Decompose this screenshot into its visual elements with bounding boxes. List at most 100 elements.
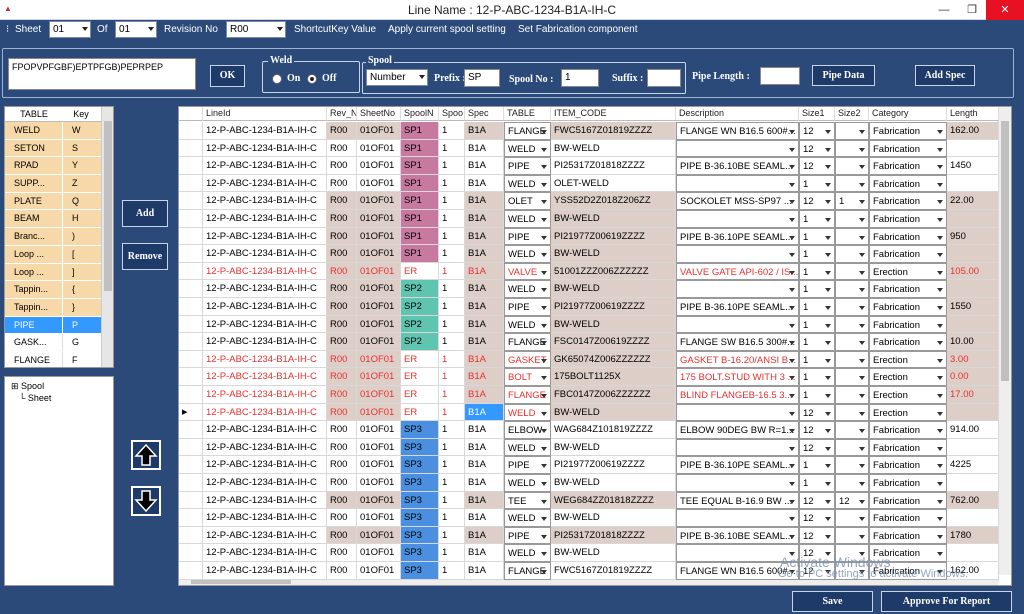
add-spec-button[interactable]: Add Spec <box>915 65 975 86</box>
cell-rev[interactable]: R00 <box>327 245 357 263</box>
cell-size1[interactable]: 1 <box>799 386 835 404</box>
cell-spool[interactable]: 1 <box>439 544 465 562</box>
cell-rev[interactable]: R00 <box>327 526 357 545</box>
cell-size1[interactable]: 12 <box>799 192 835 210</box>
cell-size2[interactable] <box>835 139 869 158</box>
key-table-row[interactable]: Branc...) <box>5 228 113 246</box>
cell-rev[interactable]: R00 <box>327 386 357 404</box>
cell-size1[interactable]: 12 <box>799 421 835 439</box>
key-table-row[interactable]: PLATE Q <box>5 192 113 211</box>
cell-sheetno[interactable]: 01OF01 <box>357 245 401 263</box>
revision-select[interactable]: R00 <box>226 21 286 38</box>
cell-sheetno[interactable]: 01OF01 <box>357 139 401 158</box>
col-header-size1[interactable]: Size1 <box>799 107 835 121</box>
row-header[interactable] <box>179 491 203 510</box>
cell-description[interactable]: ELBOW 90DEG BW R=1... <box>676 421 799 439</box>
cell-lineid[interactable]: 12-P-ABC-1234-B1A-IH-C <box>203 192 327 210</box>
col-header-spoolno[interactable]: SpoolN <box>401 107 439 121</box>
cell-spool[interactable]: 1 <box>439 227 465 246</box>
row-header[interactable] <box>179 227 203 246</box>
cell-table[interactable]: WELD <box>504 403 551 422</box>
cell-category[interactable]: Fabrication <box>869 192 947 210</box>
cell-description[interactable] <box>676 139 799 158</box>
cell-size2[interactable]: 12 <box>835 491 869 510</box>
cell-category[interactable]: Fabrication <box>869 122 947 140</box>
cell-table[interactable]: WELD <box>504 174 551 193</box>
cell-size2[interactable] <box>835 298 869 316</box>
cell-size2[interactable] <box>835 421 869 439</box>
cell-rev[interactable]: R00 <box>327 544 357 562</box>
row-header[interactable] <box>179 562 203 580</box>
cell-spec[interactable]: B1A <box>465 350 504 369</box>
cell-spec[interactable]: B1A <box>465 122 504 140</box>
row-header[interactable] <box>179 315 203 334</box>
move-up-button[interactable] <box>131 440 161 470</box>
cell-spool[interactable]: 1 <box>439 298 465 316</box>
cell-length[interactable]: 1780 <box>947 526 999 545</box>
cell-spec[interactable]: B1A <box>465 227 504 246</box>
cell-category[interactable]: Fabrication <box>869 139 947 158</box>
shortcut-text-area[interactable]: FPOPVPFGBF)EPTPFGB)PEPRPEP <box>8 58 196 90</box>
row-header[interactable] <box>179 456 203 474</box>
cell-length[interactable] <box>947 438 999 457</box>
cell-rev[interactable]: R00 <box>327 333 357 351</box>
cell-description[interactable]: PIPE B-36.10PE SEAML... <box>676 456 799 474</box>
cell-sheetno[interactable]: 01OF01 <box>357 421 401 439</box>
cell-lineid[interactable]: 12-P-ABC-1234-B1A-IH-C <box>203 280 327 298</box>
cell-spool[interactable]: 1 <box>439 174 465 193</box>
row-header[interactable] <box>179 368 203 386</box>
row-header[interactable] <box>179 157 203 175</box>
cell-spoolno[interactable]: SP1 <box>401 157 439 175</box>
cell-size1[interactable]: 1 <box>799 174 835 193</box>
key-table-row[interactable]: SUPP... Z <box>5 175 113 193</box>
cell-sheetno[interactable]: 01OF01 <box>357 403 401 422</box>
cell-size1[interactable]: 12 <box>799 562 835 580</box>
cell-item-code[interactable]: BW-WELD <box>551 438 676 457</box>
cell-table[interactable]: PIPE <box>504 298 551 316</box>
cell-length[interactable] <box>947 315 999 334</box>
cell-spec[interactable]: B1A <box>465 368 504 386</box>
cell-lineid[interactable]: 12-P-ABC-1234-B1A-IH-C <box>203 474 327 492</box>
cell-rev[interactable]: R00 <box>327 210 357 228</box>
cell-spool[interactable]: 1 <box>439 315 465 334</box>
cell-length[interactable]: 162.00 <box>947 122 999 140</box>
cell-sheetno[interactable]: 01OF01 <box>357 315 401 334</box>
cell-rev[interactable]: R00 <box>327 562 357 580</box>
cell-item-code[interactable]: BW-WELD <box>551 509 676 527</box>
cell-lineid[interactable]: 12-P-ABC-1234-B1A-IH-C <box>203 227 327 246</box>
cell-lineid[interactable]: 12-P-ABC-1234-B1A-IH-C <box>203 262 327 281</box>
key-table-row[interactable]: GASK... G <box>5 334 113 352</box>
cell-table[interactable]: ELBOW <box>504 421 551 439</box>
cell-category[interactable]: Fabrication <box>869 280 947 298</box>
cell-table[interactable]: WELD <box>504 438 551 457</box>
cell-spool[interactable]: 1 <box>439 157 465 175</box>
cell-lineid[interactable]: 12-P-ABC-1234-B1A-IH-C <box>203 315 327 334</box>
row-header[interactable] <box>179 298 203 316</box>
cell-lineid[interactable]: 12-P-ABC-1234-B1A-IH-C <box>203 298 327 316</box>
cell-item-code[interactable]: BW-WELD <box>551 139 676 158</box>
cell-length[interactable]: 4225 <box>947 456 999 474</box>
cell-description[interactable] <box>676 174 799 193</box>
cell-length[interactable]: 0.00 <box>947 368 999 386</box>
row-header[interactable] <box>179 139 203 158</box>
cell-rev[interactable]: R00 <box>327 438 357 457</box>
col-header-spool[interactable]: Spoo <box>439 107 465 121</box>
cell-size1[interactable]: 12 <box>799 122 835 140</box>
cell-description[interactable] <box>676 315 799 334</box>
cell-size1[interactable]: 1 <box>799 298 835 316</box>
cell-item-code[interactable]: PI25317Z01818ZZZZ <box>551 157 676 175</box>
cell-size1[interactable]: 1 <box>799 368 835 386</box>
cell-spool[interactable]: 1 <box>439 122 465 140</box>
cell-spoolno[interactable]: SP1 <box>401 139 439 158</box>
col-header-lineid[interactable]: LineId <box>203 107 327 121</box>
cell-size1[interactable]: 12 <box>799 491 835 510</box>
cell-category[interactable]: Fabrication <box>869 245 947 263</box>
cell-spec[interactable]: B1A <box>465 245 504 263</box>
cell-spoolno[interactable]: SP1 <box>401 245 439 263</box>
cell-spec[interactable]: B1A <box>465 280 504 298</box>
cell-spoolno[interactable]: ER <box>401 350 439 369</box>
cell-size2[interactable] <box>835 438 869 457</box>
cell-table[interactable]: FLANGE <box>504 333 551 351</box>
cell-sheetno[interactable]: 01OF01 <box>357 509 401 527</box>
cell-table[interactable]: WELD <box>504 139 551 158</box>
